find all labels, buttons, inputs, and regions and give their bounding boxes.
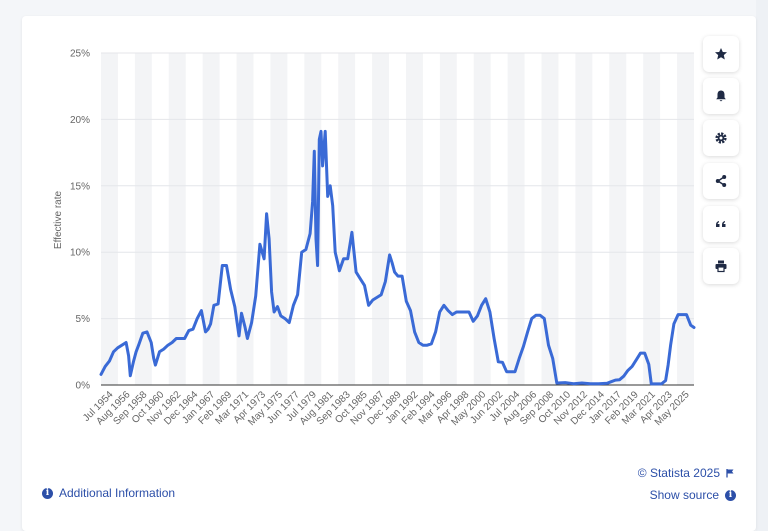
y-tick-label: 10%: [70, 248, 90, 259]
y-tick-label: 20%: [70, 115, 90, 126]
background-band: [609, 53, 627, 385]
copyright-link[interactable]: © Statista 2025: [638, 466, 735, 480]
share-icon: [715, 175, 727, 187]
y-tick-label: 25%: [70, 49, 90, 60]
show-source-link[interactable]: Show source i: [650, 488, 736, 502]
background-band: [507, 53, 525, 385]
background-band: [134, 53, 152, 385]
settings-button[interactable]: [703, 120, 739, 156]
background-band: [473, 53, 491, 385]
background-band: [541, 53, 559, 385]
background-band: [372, 53, 390, 385]
y-axis-label: Effective rate: [53, 190, 64, 249]
show-source-label: Show source: [649, 488, 719, 502]
copyright-label: © Statista 2025: [637, 466, 720, 480]
background-band: [405, 53, 423, 385]
y-tick-label: 5%: [76, 314, 91, 325]
background-band: [338, 53, 356, 385]
gear-icon: [715, 132, 727, 144]
cite-button[interactable]: [703, 206, 739, 242]
background-band: [168, 53, 186, 385]
additional-information-link[interactable]: i Additional Information: [42, 486, 175, 500]
background-band: [643, 53, 661, 385]
background-band: [439, 53, 457, 385]
background-band: [677, 53, 694, 385]
quote-icon: [716, 221, 726, 227]
background-band: [575, 53, 593, 385]
info-icon: i: [42, 487, 53, 499]
favorite-button[interactable]: [703, 36, 739, 72]
share-button[interactable]: [703, 163, 739, 199]
background-band: [236, 53, 254, 385]
y-tick-label: 0%: [76, 381, 91, 392]
additional-information-label: Additional Information: [59, 486, 176, 500]
star-icon: [715, 48, 727, 60]
background-band: [202, 53, 220, 385]
background-band: [101, 53, 118, 385]
y-tick-label: 15%: [70, 181, 90, 192]
info-icon: i: [725, 489, 736, 501]
background-band: [304, 53, 322, 385]
print-icon: [715, 260, 727, 273]
series-line: [99, 129, 696, 386]
bell-icon: [716, 90, 726, 102]
flag-icon: [726, 469, 734, 478]
page-background-strip: [756, 0, 768, 531]
notification-button[interactable]: [703, 78, 739, 114]
print-button[interactable]: [703, 248, 739, 284]
background-band: [270, 53, 288, 385]
